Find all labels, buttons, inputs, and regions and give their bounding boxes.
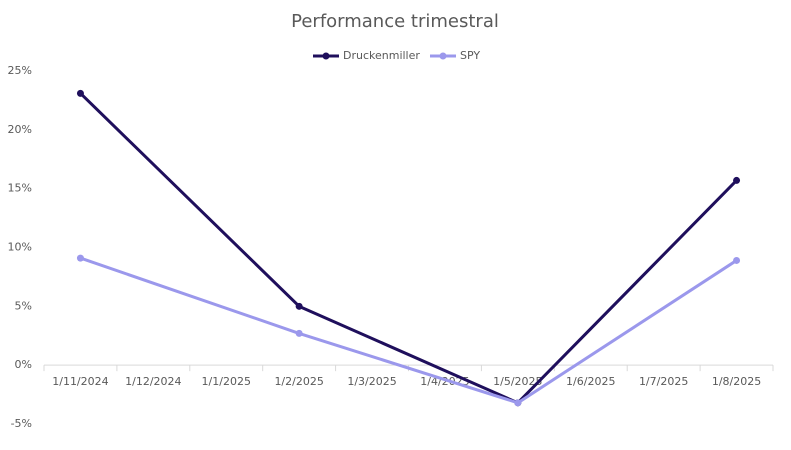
legend-marker <box>322 52 330 60</box>
y-tick-label: 20% <box>8 123 32 136</box>
legend-marker <box>439 52 447 60</box>
x-tick-label: 1/1/2025 <box>202 375 251 388</box>
chart-title: Performance trimestral <box>291 11 499 32</box>
x-tick-label: 1/7/2025 <box>639 375 688 388</box>
x-tick-label: 1/8/2025 <box>712 375 761 388</box>
x-tick-label: 1/12/2024 <box>125 375 181 388</box>
y-tick-label: 10% <box>8 241 32 254</box>
x-tick-label: 1/11/2024 <box>52 375 108 388</box>
legend-label: SPY <box>460 49 480 62</box>
y-tick-label: 15% <box>8 182 32 195</box>
y-tick-label: 5% <box>15 299 32 312</box>
data-point <box>76 254 84 262</box>
legend-label: Druckenmiller <box>343 49 420 62</box>
y-tick-label: 0% <box>15 358 32 371</box>
x-tick-label: 1/5/2025 <box>493 375 542 388</box>
data-point <box>295 302 303 310</box>
y-tick-label: 25% <box>8 64 32 77</box>
data-point <box>514 399 522 407</box>
data-point <box>295 329 303 337</box>
series-line <box>79 92 738 405</box>
x-tick-label: 1/6/2025 <box>566 375 615 388</box>
x-tick-label: 1/3/2025 <box>347 375 396 388</box>
data-point <box>733 176 741 184</box>
data-point <box>76 89 84 97</box>
y-tick-label: -5% <box>11 417 32 430</box>
x-tick-label: 1/2/2025 <box>274 375 323 388</box>
series-line <box>79 256 738 405</box>
data-point <box>733 256 741 264</box>
